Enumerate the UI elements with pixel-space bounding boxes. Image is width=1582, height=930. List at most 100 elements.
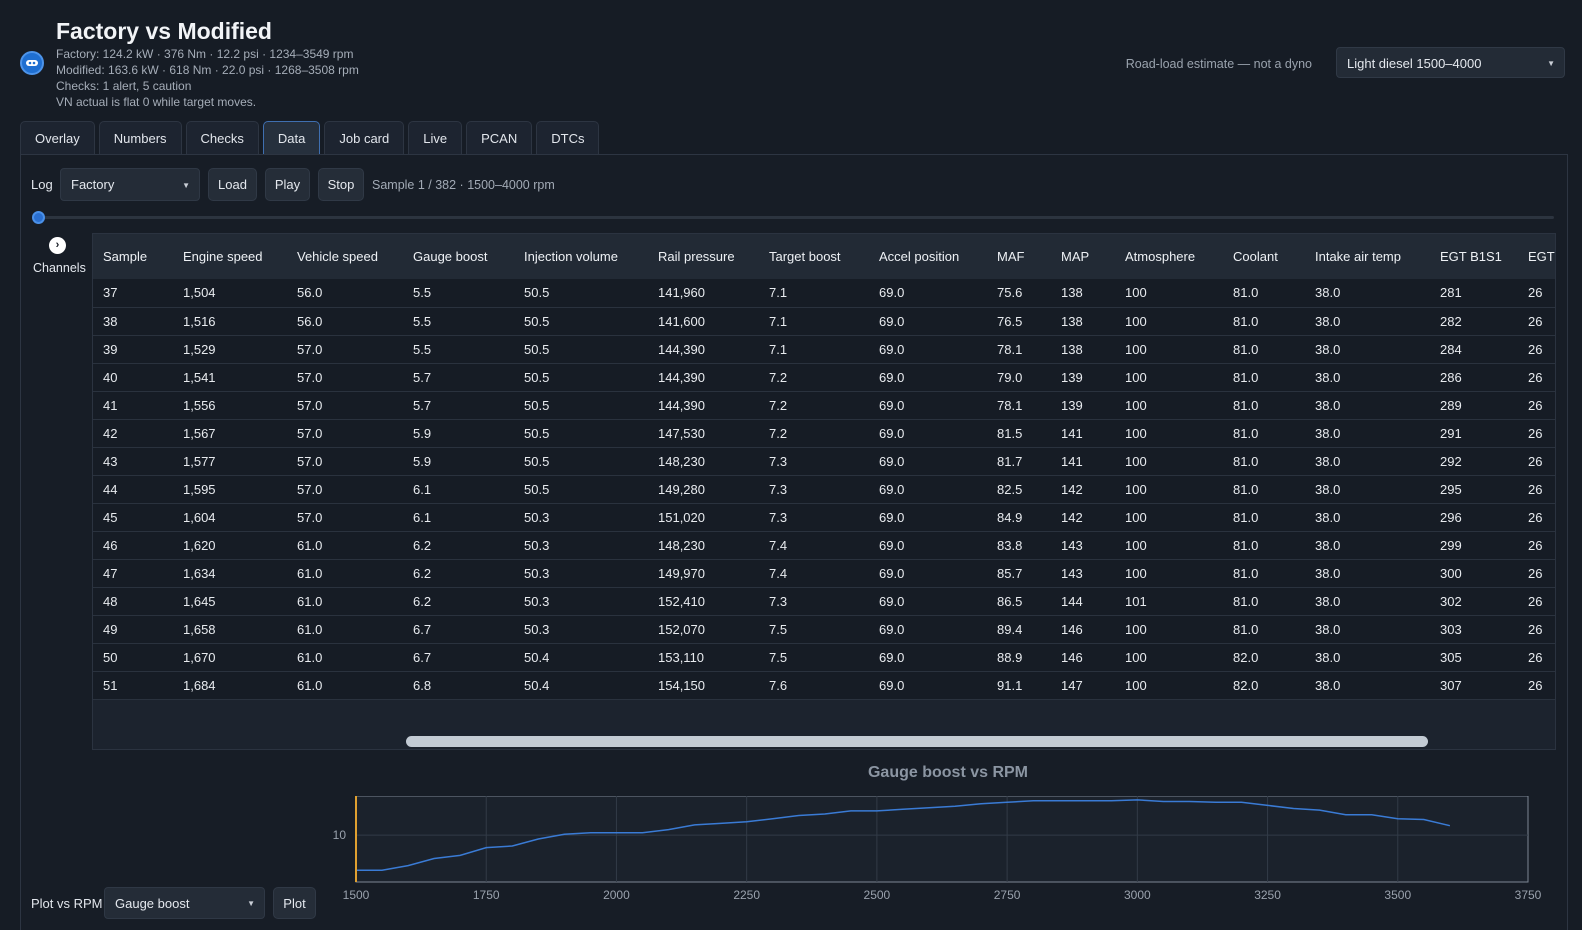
table-cell: 49 [93, 615, 173, 644]
table-cell: 26 [1518, 391, 1555, 420]
play-button[interactable]: Play [265, 168, 310, 201]
chevron-down-icon: ▼ [247, 899, 255, 908]
table-cell: 100 [1115, 531, 1223, 560]
table-cell: 5.9 [403, 419, 514, 448]
table-cell: 5.5 [403, 335, 514, 364]
table-cell: 89.4 [987, 615, 1051, 644]
table-row[interactable]: 41 1,556 57.0 5.7 50.5 144,390 7.2 69.0 78.1 139 1… [93, 391, 1555, 420]
table-row[interactable]: 39 1,529 57.0 5.5 50.5 144,390 7.1 69.0 78.1 138 1… [93, 335, 1555, 364]
table-cell: 100 [1115, 391, 1223, 420]
table-cell: 26 [1518, 447, 1555, 476]
load-button[interactable]: Load [208, 168, 257, 201]
table-cell: 69.0 [869, 279, 987, 308]
table-row[interactable]: 42 1,567 57.0 5.9 50.5 147,530 7.2 69.0 81.5 141 1… [93, 419, 1555, 448]
tab-pcan[interactable]: PCAN [466, 121, 533, 155]
plot-button[interactable]: Plot [273, 887, 316, 919]
table-row[interactable]: 44 1,595 57.0 6.1 50.5 149,280 7.3 69.0 82.5 142 1… [93, 475, 1555, 504]
table-cell: 69.0 [869, 391, 987, 420]
column-header[interactable]: EGT B1S1 [1430, 234, 1518, 279]
column-header[interactable]: Gauge boost [403, 234, 514, 279]
table-row[interactable]: 47 1,634 61.0 6.2 50.3 149,970 7.4 69.0 85.7 143 1… [93, 559, 1555, 588]
sample-slider-track[interactable] [38, 216, 1554, 219]
log-select-value: Factory [71, 177, 115, 192]
table-cell: 141,600 [648, 307, 759, 336]
column-header[interactable]: MAF [987, 234, 1051, 279]
plot-channel-select[interactable]: Gauge boost ▼ [104, 887, 265, 919]
table-cell: 41 [93, 391, 173, 420]
tab-dtcs[interactable]: DTCs [536, 121, 600, 155]
table-cell: 7.2 [759, 391, 869, 420]
table-cell: 7.1 [759, 335, 869, 364]
table-row[interactable]: 46 1,620 61.0 6.2 50.3 148,230 7.4 69.0 83.8 143 1… [93, 531, 1555, 560]
table-cell: 61.0 [287, 643, 403, 672]
tab-bar: Overlay Numbers Checks Data Job card Live PCAN… [20, 121, 603, 155]
sample-slider-thumb[interactable] [32, 211, 45, 224]
column-header[interactable]: MAP [1051, 234, 1115, 279]
table-cell: 141 [1051, 419, 1115, 448]
table-row[interactable]: 48 1,645 61.0 6.2 50.3 152,410 7.3 69.0 86.5 144 1… [93, 587, 1555, 616]
table-cell: 144,390 [648, 335, 759, 364]
table-cell: 82.0 [1223, 643, 1305, 672]
table-cell: 143 [1051, 559, 1115, 588]
column-header[interactable]: Rail pressure [648, 234, 759, 279]
table-cell: 50.5 [514, 391, 648, 420]
sample-info: Sample 1 / 382 · 1500–4000 rpm [372, 178, 555, 192]
horizontal-scrollbar-thumb[interactable] [406, 736, 1428, 747]
table-row[interactable]: 40 1,541 57.0 5.7 50.5 144,390 7.2 69.0 79.0 139 1… [93, 363, 1555, 392]
column-header[interactable]: EGT B1S2 [1518, 234, 1555, 279]
table-row[interactable]: 38 1,516 56.0 5.5 50.5 141,600 7.1 69.0 76.5 138 1… [93, 307, 1555, 336]
data-table-container[interactable]: Sample Engine speed Vehicle speed Gauge boo… [92, 233, 1556, 750]
chevron-right-icon[interactable]: › [49, 237, 66, 254]
log-select[interactable]: Factory ▼ [60, 168, 200, 201]
table-cell: 38.0 [1305, 531, 1430, 560]
tab-data[interactable]: Data [262, 121, 321, 155]
table-cell: 57.0 [287, 475, 403, 504]
column-header[interactable]: Vehicle speed [287, 234, 403, 279]
column-header[interactable]: Target boost [759, 234, 869, 279]
table-cell: 138 [1051, 279, 1115, 308]
column-header[interactable]: Intake air temp [1305, 234, 1430, 279]
table-cell: 38.0 [1305, 475, 1430, 504]
column-header[interactable]: Coolant [1223, 234, 1305, 279]
table-row[interactable]: 37 1,504 56.0 5.5 50.5 141,960 7.1 69.0 75.6 138 1… [93, 279, 1555, 308]
table-cell: 7.2 [759, 419, 869, 448]
table-cell: 38.0 [1305, 419, 1430, 448]
table-cell: 50.5 [514, 307, 648, 336]
table-row[interactable]: 49 1,658 61.0 6.7 50.3 152,070 7.5 69.0 89.4 146 1… [93, 615, 1555, 644]
tab-checks[interactable]: Checks [185, 121, 259, 155]
table-cell: 61.0 [287, 615, 403, 644]
column-header[interactable]: Atmosphere [1115, 234, 1223, 279]
table-cell: 146 [1051, 643, 1115, 672]
profile-select[interactable]: Light diesel 1500–4000 ▼ [1336, 47, 1565, 78]
table-cell: 91.1 [987, 671, 1051, 700]
table-cell: 57.0 [287, 363, 403, 392]
checks-summary: Checks: 1 alert, 5 caution [56, 79, 192, 93]
table-row[interactable]: 45 1,604 57.0 6.1 50.3 151,020 7.3 69.0 84.9 142 1… [93, 503, 1555, 532]
profile-select-value: Light diesel 1500–4000 [1347, 56, 1482, 71]
table-cell: 48 [93, 587, 173, 616]
table-row[interactable]: 43 1,577 57.0 5.9 50.5 148,230 7.3 69.0 81.7 141 1… [93, 447, 1555, 476]
column-header[interactable]: Accel position [869, 234, 987, 279]
tab-numbers[interactable]: Numbers [98, 121, 182, 155]
table-row[interactable]: 51 1,684 61.0 6.8 50.4 154,150 7.6 69.0 91.1 147 1… [93, 671, 1555, 700]
column-header[interactable]: Engine speed [173, 234, 287, 279]
table-cell: 83.8 [987, 531, 1051, 560]
table-cell: 7.6 [759, 671, 869, 700]
table-row[interactable]: 50 1,670 61.0 6.7 50.4 153,110 7.5 69.0 88.9 146 1… [93, 643, 1555, 672]
table-cell: 100 [1115, 447, 1223, 476]
table-cell: 1,577 [173, 447, 287, 476]
channels-label[interactable]: Channels [33, 261, 86, 275]
table-cell: 305 [1430, 643, 1518, 672]
tab-overlay[interactable]: Overlay [20, 121, 95, 155]
column-header[interactable]: Sample [93, 234, 173, 279]
tab-live[interactable]: Live [408, 121, 463, 155]
table-cell: 69.0 [869, 615, 987, 644]
table-cell: 61.0 [287, 531, 403, 560]
stop-button[interactable]: Stop [318, 168, 364, 201]
tab-job-card[interactable]: Job card [324, 121, 405, 155]
table-cell: 42 [93, 419, 173, 448]
table-cell: 81.0 [1223, 475, 1305, 504]
column-header[interactable]: Injection volume [514, 234, 648, 279]
plot-area [355, 796, 1529, 883]
table-cell: 85.7 [987, 559, 1051, 588]
